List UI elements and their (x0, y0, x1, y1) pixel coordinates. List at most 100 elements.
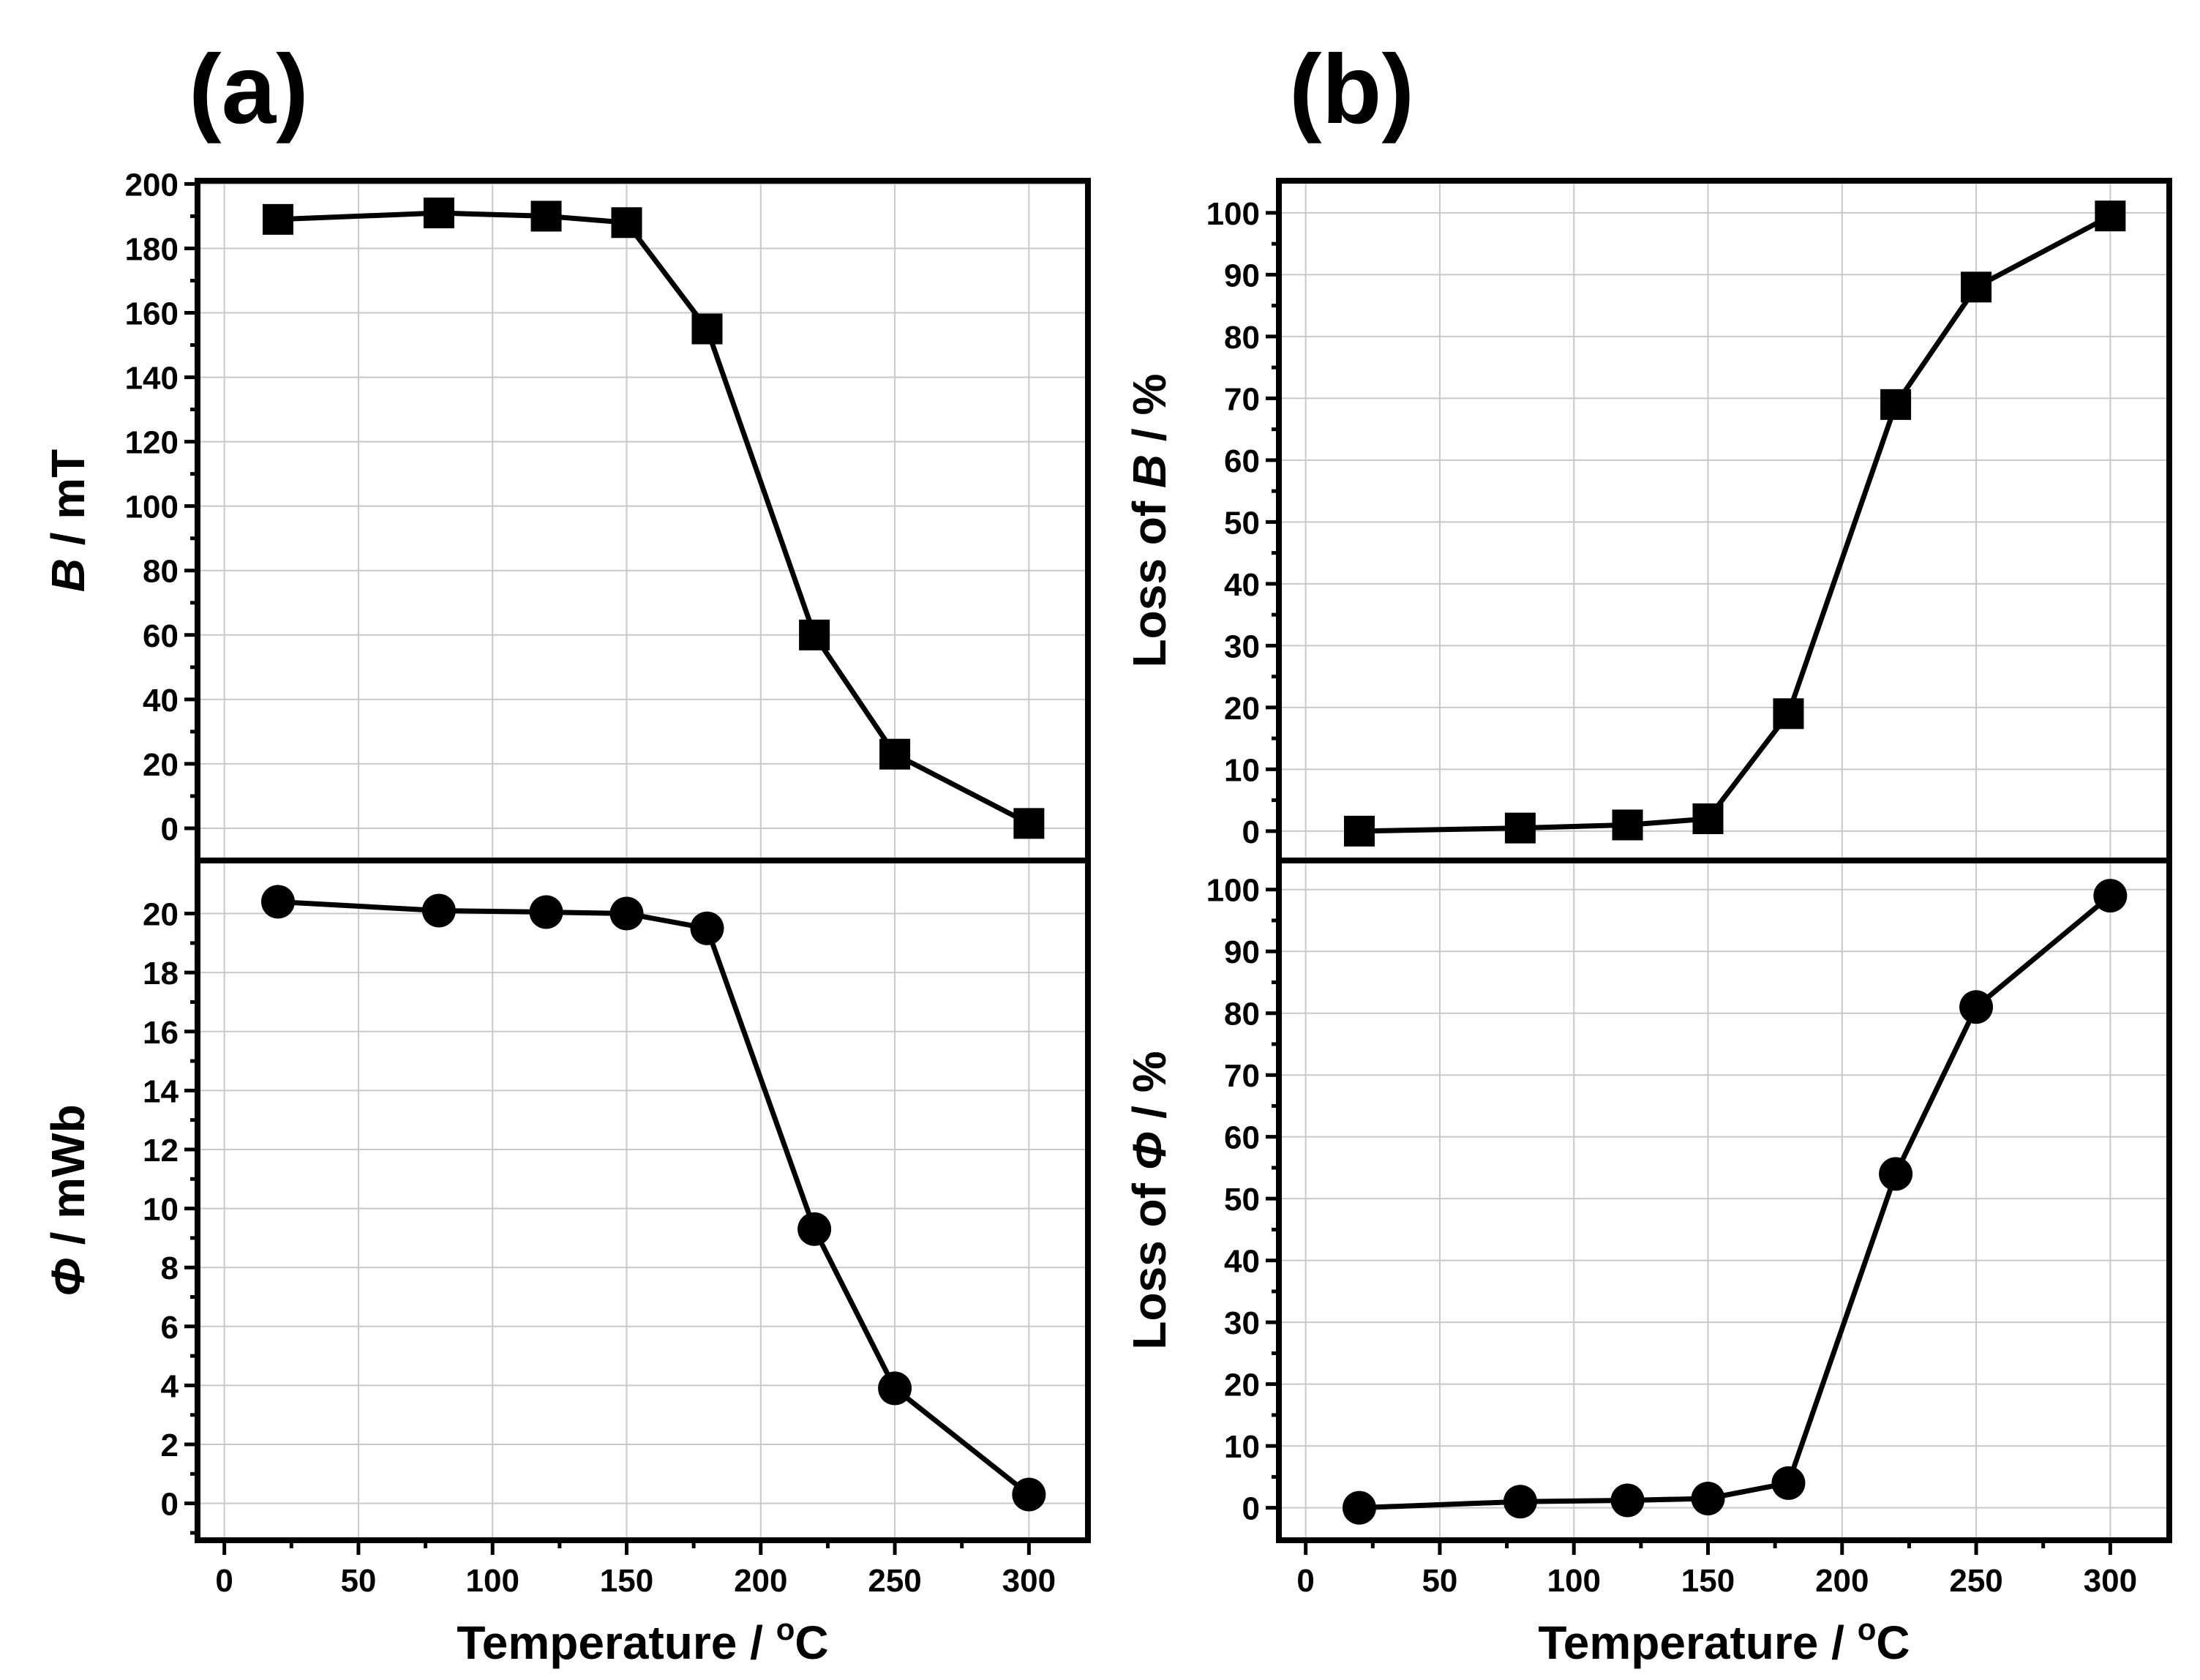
y-tick-label: 20 (143, 897, 179, 933)
x-tick-label: 150 (600, 1563, 653, 1599)
y-axis-title-b-top: Loss of B / % (1123, 374, 1176, 668)
x-tick-label: 100 (1547, 1563, 1601, 1599)
data-point-square (262, 203, 293, 235)
y-tick-label: 40 (1224, 567, 1260, 603)
x-tick-label: 250 (1949, 1563, 2002, 1599)
x-tick-label: 150 (1681, 1563, 1735, 1599)
plot-frame-a-bottom (195, 858, 1091, 1543)
y-tick-label: 60 (1224, 443, 1260, 479)
data-point-circle (1342, 1490, 1376, 1525)
data-point-square (1692, 803, 1724, 834)
y-axis-title-a-bottom: Φ / mWb (42, 1104, 94, 1296)
data-point-circle (797, 1212, 832, 1246)
data-point-square (691, 313, 723, 345)
y-tick-label: 10 (143, 1192, 179, 1228)
x-axis-title: Temperature / oC (1538, 1612, 1910, 1669)
data-point-square (530, 200, 562, 232)
data-point-circle (1879, 1157, 1913, 1191)
x-axis-title-text: Temperature / (457, 1616, 776, 1669)
y-tick-label: 60 (143, 618, 179, 654)
series-line-b-top (1359, 214, 2111, 834)
x-tick-label: 0 (1296, 1563, 1314, 1599)
x-axis-title-degree: o (776, 1612, 795, 1646)
y-axis-title-prefix: Loss of (1123, 488, 1176, 667)
y-tick-label: 180 (125, 231, 179, 267)
y-tick-label: 100 (1206, 873, 1260, 909)
data-point-circle (1771, 1466, 1806, 1500)
data-point-square (1880, 389, 1912, 420)
data-point-square (799, 619, 830, 650)
y-tick-label: 100 (125, 490, 179, 525)
y-tick-label: 18 (143, 956, 179, 991)
y-tick-label: 40 (1224, 1244, 1260, 1280)
y-tick-label: 14 (143, 1073, 179, 1109)
y-tick-label: 2 (161, 1428, 179, 1463)
y-tick-label: 100 (1206, 196, 1260, 232)
y-axis-title-b-bottom: Loss of Φ / % (1123, 1051, 1176, 1349)
y-tick-label: 30 (1224, 629, 1260, 664)
data-point-circle (1503, 1485, 1537, 1519)
data-point-square (1013, 808, 1045, 839)
series-line-b-bottom (1359, 893, 2112, 1511)
y-tick-label: 70 (1224, 1058, 1260, 1094)
x-tick-label: 200 (734, 1563, 787, 1599)
y-tick-label: 12 (143, 1133, 179, 1169)
y-tick-label: 120 (125, 425, 179, 461)
y-tick-label: 140 (125, 361, 179, 397)
y-tick-label: 40 (143, 683, 179, 719)
y-tick-label: 0 (1242, 1491, 1260, 1527)
y-axis-title-unit: / mWb (42, 1104, 94, 1258)
data-point-square (1773, 698, 1804, 730)
panel-label-b: (b) (1289, 35, 1414, 144)
data-point-circle (1012, 1477, 1046, 1512)
y-tick-label: 160 (125, 296, 179, 332)
y-tick-label: 20 (143, 747, 179, 783)
y-tick-label: 200 (125, 167, 179, 203)
series-line-a-bottom (277, 899, 1031, 1497)
series-line-a-top (277, 210, 1030, 826)
y-axis-title-symbol: B (42, 558, 94, 592)
chart-b-bottom: 0 10 20 30 40 50 60 70 80 90 100 0 50 100 150 200 250 300… (1123, 858, 2172, 1669)
y-axis-title-a-top: B / mT (42, 449, 94, 593)
data-point-circle (529, 895, 563, 929)
x-tick-label: 300 (1002, 1563, 1056, 1599)
data-point-square (423, 198, 454, 229)
y-tick-label: 16 (143, 1015, 179, 1051)
y-tick-label: 10 (1224, 752, 1260, 788)
y-axis-title-unit: / % (1123, 374, 1176, 454)
data-point-square (611, 207, 642, 239)
data-point-circle (2093, 879, 2128, 913)
y-axis-title-unit: / mT (42, 449, 94, 558)
x-axis-title-text: Temperature / (1538, 1616, 1857, 1669)
data-point-circle (1610, 1483, 1645, 1518)
data-point-circle (1959, 990, 1994, 1024)
plot-frame-b-top (1276, 178, 2172, 863)
y-tick-label: 30 (1224, 1305, 1260, 1341)
data-point-circle (878, 1371, 912, 1406)
chart-b-top: 0 10 20 30 40 50 60 70 80 90 100 Loss of B / % (1123, 178, 2172, 863)
data-point-square (1961, 271, 1992, 303)
y-tick-label: 50 (1224, 1182, 1260, 1218)
y-axis-title-symbol: Φ (42, 1258, 94, 1297)
chart-a-top: 0 20 40 60 80 100 120 140 160 180 200 B / mT (42, 167, 1091, 863)
x-tick-label: 250 (868, 1563, 921, 1599)
y-axis-title-symbol: B (1123, 454, 1176, 488)
x-axis-title-unit: C (1876, 1616, 1910, 1669)
y-tick-label: 70 (1224, 381, 1260, 417)
data-point-square (1343, 815, 1375, 847)
y-tick-label: 20 (1224, 691, 1260, 727)
y-tick-label: 80 (143, 554, 179, 590)
data-point-square (1504, 812, 1536, 844)
plot-frame-b-bottom (1276, 858, 2172, 1543)
x-axis-title: Temperature / oC (457, 1612, 828, 1669)
y-tick-label: 50 (1224, 505, 1260, 541)
x-tick-label: 0 (215, 1563, 233, 1599)
data-point-square (879, 738, 911, 770)
y-tick-label: 80 (1224, 320, 1260, 356)
y-tick-label: 8 (161, 1250, 179, 1286)
y-tick-label: 20 (1224, 1368, 1260, 1403)
y-tick-label: 6 (161, 1310, 179, 1346)
